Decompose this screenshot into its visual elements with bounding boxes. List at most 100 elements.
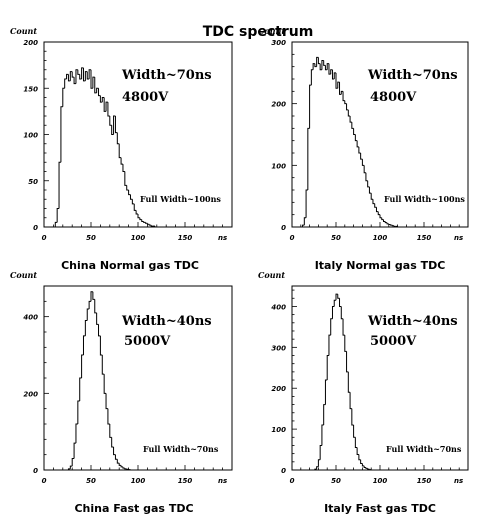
histogram-bin	[111, 437, 114, 448]
histogram-bin	[386, 222, 389, 225]
histogram-bin	[73, 442, 76, 459]
histogram-bin	[361, 159, 365, 166]
histogram-bin	[124, 468, 127, 470]
y-tick-label: 50	[28, 178, 38, 186]
histogram-bin	[316, 466, 319, 470]
histogram-bin	[118, 143, 122, 159]
y-tick-label: 200	[23, 390, 38, 398]
histogram-bin	[363, 165, 366, 174]
histogram-bin	[69, 465, 73, 469]
histogram-bin	[90, 69, 93, 89]
histogram-bin	[120, 157, 123, 165]
histogram-bin	[126, 185, 129, 191]
panel-title: China Normal gas TDC	[61, 259, 199, 272]
histogram-bin	[319, 63, 322, 71]
histogram-bin	[314, 63, 317, 68]
histogram-bin	[367, 468, 370, 470]
histogram-bin	[307, 127, 310, 190]
histogram-bin	[111, 125, 114, 135]
panel-1: Count ns 0 50 100 150 0 50 100 150 200 Width~70ns 48…	[10, 26, 233, 272]
histogram-bin	[145, 222, 148, 224]
histogram-bin	[321, 60, 324, 70]
histogram-bin	[113, 115, 116, 135]
histogram-bin	[107, 102, 110, 117]
x-tick-label: 100	[131, 234, 146, 242]
histogram-bin	[310, 69, 314, 86]
histogram-bin	[79, 74, 82, 80]
histogram-bin	[321, 424, 324, 446]
width-annotation: Width~70ns	[367, 68, 458, 83]
x-tick-label: 100	[373, 234, 388, 242]
histogram-bin	[312, 63, 315, 70]
histogram-bin	[133, 203, 137, 211]
histogram-bin	[150, 225, 154, 227]
x-tick-label: 100	[131, 477, 146, 485]
histogram-bin	[331, 305, 335, 319]
histogram-bin	[92, 291, 95, 300]
voltage-annotation: 5000V	[370, 334, 417, 349]
histogram-bin	[98, 88, 101, 97]
histogram-bin	[305, 189, 308, 218]
histogram-bin	[124, 171, 127, 186]
histogram-bin	[143, 221, 146, 223]
histogram-bin	[146, 223, 150, 225]
histogram-bin	[335, 72, 338, 89]
histogram-bin	[316, 56, 319, 67]
histogram-bin	[105, 393, 108, 410]
histogram-bin	[393, 225, 396, 227]
x-tick-label: 100	[373, 477, 388, 485]
histogram-bin	[302, 224, 305, 227]
histogram-bin	[101, 355, 105, 375]
histogram-bin	[56, 208, 60, 223]
x-tick-label: 50	[331, 477, 341, 485]
y-tick-label: 100	[271, 426, 286, 434]
histogram-bin	[139, 217, 142, 221]
histogram-bin	[135, 210, 138, 215]
y-tick-label: 100	[23, 132, 38, 140]
y-tick-label: 0	[281, 467, 286, 475]
x-tick-label: 0	[290, 234, 295, 242]
full-width-annotation: Full Width~70ns	[386, 444, 462, 454]
histogram-bin	[356, 447, 359, 455]
histogram-bin	[368, 186, 372, 194]
histogram-bin	[67, 468, 71, 470]
histogram-bin	[101, 97, 105, 103]
full-width-annotation: Full Width~100ns	[140, 194, 221, 204]
x-axis-unit: ns	[454, 477, 463, 485]
panel-4: Count ns 0 50 100 150 0 100 200 300 400 Width~40ns 5…	[258, 270, 469, 515]
histogram-bin	[328, 334, 331, 356]
histogram-bin	[333, 72, 336, 79]
histogram-bin	[326, 355, 329, 381]
histogram-bin	[353, 128, 356, 135]
histogram-bin	[105, 101, 108, 112]
histogram-bin	[92, 76, 95, 89]
histogram-bin	[317, 459, 321, 467]
histogram-bin	[347, 109, 351, 117]
x-tick-label: 150	[417, 234, 432, 242]
histogram-bin	[361, 463, 365, 467]
histogram-bin	[391, 225, 395, 227]
histogram-bin	[317, 57, 321, 65]
histogram-bin	[148, 224, 152, 226]
histogram-bin	[353, 425, 356, 438]
x-tick-label: 0	[290, 477, 295, 485]
histogram-bin	[66, 73, 69, 79]
histogram-bin	[113, 447, 116, 456]
histogram-bin	[346, 103, 349, 111]
y-tick-label: 100	[271, 162, 286, 170]
voltage-annotation: 5000V	[124, 334, 171, 349]
histogram-bin	[339, 298, 342, 307]
histogram-bin	[129, 194, 133, 200]
x-tick-label: 0	[42, 234, 47, 242]
y-tick-label: 200	[271, 385, 286, 393]
histogram-bin	[84, 320, 88, 336]
histogram-bin	[67, 74, 71, 82]
histogram-bin	[323, 404, 326, 426]
histogram-bin	[71, 71, 75, 78]
histogram-bin	[107, 408, 110, 425]
histogram-bin	[383, 219, 386, 222]
histogram-bin	[356, 140, 359, 148]
y-tick-label: 200	[23, 39, 38, 47]
x-tick-label: 0	[42, 477, 47, 485]
